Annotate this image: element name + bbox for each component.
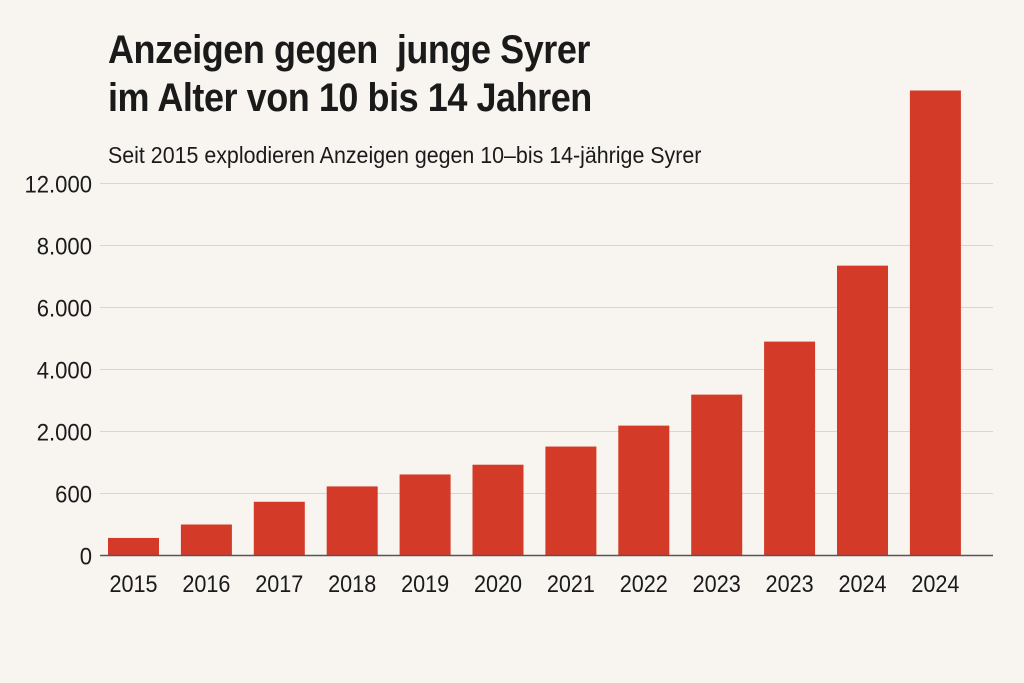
y-tick-label: 12.000 (24, 171, 92, 198)
chart-title-line-1: Anzeigen gegen junge Syrer (108, 28, 590, 72)
x-tick-label: 2015 (109, 570, 157, 597)
bar (326, 486, 378, 556)
x-tick-label: 2023 (766, 570, 814, 597)
y-tick-label: 8.000 (37, 233, 92, 260)
x-tick-label: 2018 (328, 570, 376, 597)
bar (180, 524, 232, 556)
x-tick-label: 2022 (620, 570, 668, 597)
bar (108, 537, 159, 556)
y-tick-label: 0 (80, 543, 92, 570)
x-tick-label: 2023 (693, 570, 741, 597)
y-tick-label: 4.000 (37, 357, 92, 384)
x-tick-label: 2021 (547, 570, 595, 597)
bar (837, 265, 888, 556)
bar (399, 474, 451, 556)
chart-title: Anzeigen gegen junge Syrer im Alter von … (108, 26, 592, 122)
x-tick-label: 2016 (182, 570, 230, 597)
x-tick-label: 2017 (255, 570, 303, 597)
chart-subtitle: Seit 2015 explodieren Anzeigen gegen 10–… (108, 142, 702, 168)
x-tick-label: 2020 (474, 570, 522, 597)
chart-title-line-2: im Alter von 10 bis 14 Jahren (108, 76, 592, 120)
bar (472, 464, 524, 556)
x-tick-label: 2024 (838, 570, 886, 597)
bar (618, 425, 670, 556)
bar (253, 501, 305, 556)
x-tick-label: 2019 (401, 570, 449, 597)
y-tick-label: 6.000 (37, 295, 92, 322)
bar (909, 90, 961, 556)
x-tick-label: 2024 (911, 570, 959, 597)
bar (691, 394, 743, 556)
y-tick-label: 600 (55, 481, 92, 508)
y-tick-label: 2.000 (37, 419, 92, 446)
bar (545, 446, 597, 556)
bar (764, 341, 816, 556)
